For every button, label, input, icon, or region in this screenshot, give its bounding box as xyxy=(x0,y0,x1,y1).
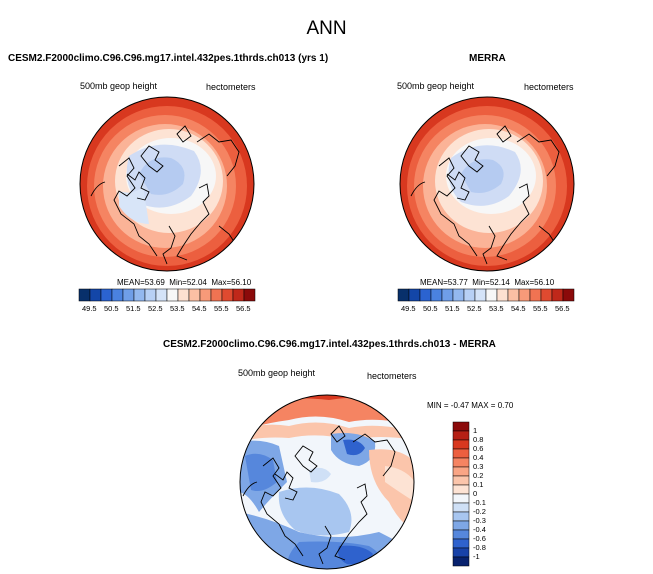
colorbar-tick-label: 0.6 xyxy=(473,444,484,453)
colorbar-swatch xyxy=(452,421,470,432)
colorbar-tick-label: -0.2 xyxy=(473,507,486,516)
colorbar-swatch xyxy=(419,288,432,302)
colorbar-tick-label: 50.5 xyxy=(423,304,438,313)
colorbar-swatch xyxy=(496,288,509,302)
colorbar-tick-label: 56.5 xyxy=(555,304,570,313)
colorbar-swatch xyxy=(408,288,421,302)
colorbar-swatch xyxy=(452,484,470,495)
panel-diff-title: CESM2.F2000climo.C96.C96.mg17.intel.432p… xyxy=(163,339,496,350)
figure-title: ANN xyxy=(306,18,347,39)
colorbar-swatch xyxy=(452,538,470,549)
colorbar-swatch xyxy=(507,288,520,302)
colorbar-tick-label: 54.5 xyxy=(192,304,207,313)
colorbar-tick-label: 56.5 xyxy=(236,304,251,313)
colorbar-swatch xyxy=(232,288,245,302)
colorbar-swatch xyxy=(430,288,443,302)
panel-model-title: CESM2.F2000climo.C96.C96.mg17.intel.432p… xyxy=(8,53,329,64)
panel-diff-stats: MIN = -0.47 MAX = 0.70 xyxy=(427,401,514,410)
colorbar-swatch xyxy=(562,288,575,302)
colorbar-swatch xyxy=(221,288,234,302)
colorbar-tick-label: 0.8 xyxy=(473,435,484,444)
colorbar-swatch xyxy=(529,288,542,302)
panel-diff-map xyxy=(239,394,415,570)
colorbar-swatch xyxy=(210,288,223,302)
colorbar-swatch xyxy=(144,288,157,302)
colorbar-swatch xyxy=(551,288,564,302)
colorbar-tick-label: 50.5 xyxy=(104,304,119,313)
colorbar-tick-label: 0 xyxy=(473,489,478,498)
colorbar-swatch xyxy=(122,288,135,302)
colorbar-tick-label: 0.2 xyxy=(473,471,484,480)
colorbar-tick-label: -0.1 xyxy=(473,498,486,507)
colorbar-tick-label: 52.5 xyxy=(148,304,163,313)
panel-model-units: hectometers xyxy=(206,82,256,92)
colorbar-tick-label: -1 xyxy=(473,552,480,561)
colorbar-swatch xyxy=(452,430,470,441)
colorbar-tick-label: 55.5 xyxy=(214,304,229,313)
colorbar-tick-label: -0.8 xyxy=(473,543,486,552)
colorbar-swatch xyxy=(188,288,201,302)
colorbar-swatch xyxy=(452,466,470,477)
panel-model-variable: 500mb geop height xyxy=(80,81,158,91)
panel-obs-title: MERRA xyxy=(469,53,506,64)
panel-obs-units: hectometers xyxy=(524,82,574,92)
colorbar-swatch xyxy=(452,529,470,540)
colorbar-tick-label: -0.4 xyxy=(473,525,486,534)
colorbar-tick-label: 51.5 xyxy=(445,304,460,313)
colorbar-swatch xyxy=(540,288,553,302)
panel-obs-variable: 500mb geop height xyxy=(397,81,475,91)
panel-diff-units: hectometers xyxy=(367,371,417,381)
panel-model-colorbar xyxy=(78,288,256,302)
colorbar-tick-label: 49.5 xyxy=(82,304,97,313)
colorbar-tick-label: 53.5 xyxy=(170,304,185,313)
panel-diff-colorbar xyxy=(452,421,470,567)
colorbar-tick-label: -0.6 xyxy=(473,534,486,543)
colorbar-tick-label: 49.5 xyxy=(401,304,416,313)
colorbar-swatch xyxy=(452,439,470,450)
colorbar-swatch xyxy=(89,288,102,302)
colorbar-tick-label: 51.5 xyxy=(126,304,141,313)
colorbar-tick-label: 0.1 xyxy=(473,480,484,489)
colorbar-swatch xyxy=(452,520,470,531)
colorbar-tick-label: 1 xyxy=(473,426,478,435)
colorbar-tick-label: 0.4 xyxy=(473,453,484,462)
colorbar-swatch xyxy=(111,288,124,302)
colorbar-tick-label: 52.5 xyxy=(467,304,482,313)
colorbar-tick-label: 0.3 xyxy=(473,462,484,471)
colorbar-swatch xyxy=(452,502,470,513)
colorbar-swatch xyxy=(100,288,113,302)
colorbar-swatch xyxy=(155,288,168,302)
colorbar-tick-label: -0.3 xyxy=(473,516,486,525)
colorbar-swatch xyxy=(463,288,476,302)
panel-obs-map xyxy=(399,96,575,272)
colorbar-swatch xyxy=(452,493,470,504)
colorbar-swatch xyxy=(199,288,212,302)
colorbar-swatch xyxy=(177,288,190,302)
colorbar-swatch xyxy=(452,457,470,468)
panel-model-stats: MEAN=53.69 Min=52.04 Max=56.10 xyxy=(117,278,252,287)
colorbar-swatch xyxy=(518,288,531,302)
colorbar-tick-label: 54.5 xyxy=(511,304,526,313)
colorbar-swatch xyxy=(397,288,410,302)
panel-obs-colorbar xyxy=(397,288,575,302)
colorbar-swatch xyxy=(485,288,498,302)
colorbar-swatch xyxy=(452,556,470,567)
colorbar-swatch xyxy=(474,288,487,302)
panel-model-map xyxy=(79,96,255,272)
colorbar-swatch xyxy=(166,288,179,302)
colorbar-swatch xyxy=(452,288,465,302)
colorbar-swatch xyxy=(452,511,470,522)
colorbar-tick-label: 55.5 xyxy=(533,304,548,313)
panel-diff-variable: 500mb geop height xyxy=(238,368,316,378)
colorbar-swatch xyxy=(243,288,256,302)
colorbar-swatch xyxy=(133,288,146,302)
colorbar-swatch xyxy=(441,288,454,302)
colorbar-swatch xyxy=(452,448,470,459)
colorbar-swatch xyxy=(452,547,470,558)
colorbar-swatch xyxy=(78,288,91,302)
colorbar-tick-label: 53.5 xyxy=(489,304,504,313)
panel-obs-stats: MEAN=53.77 Min=52.14 Max=56.10 xyxy=(420,278,555,287)
colorbar-swatch xyxy=(452,475,470,486)
